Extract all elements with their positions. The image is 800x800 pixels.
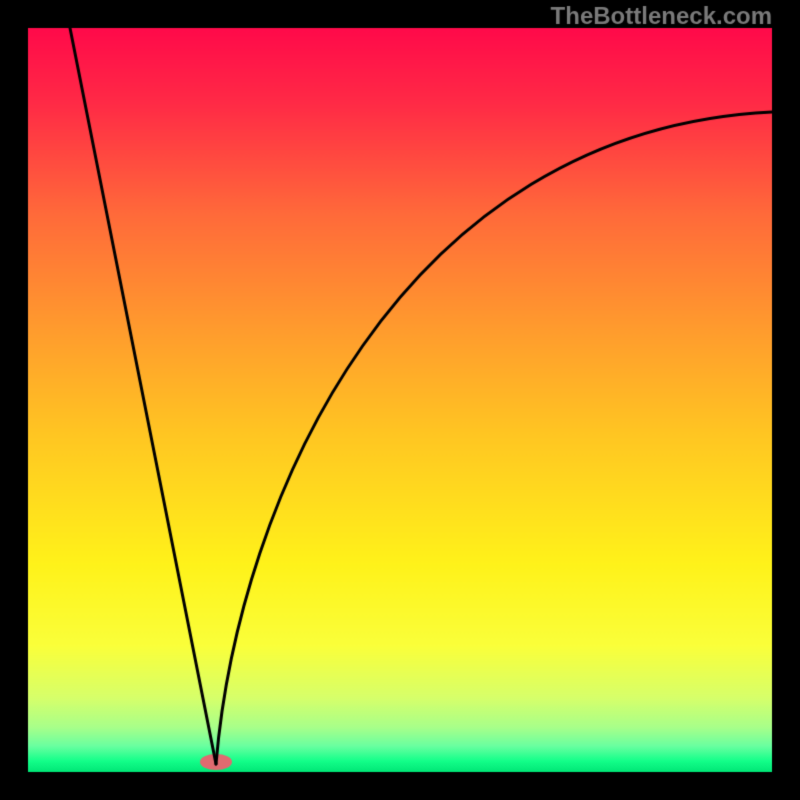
bottleneck-chart (0, 0, 800, 800)
